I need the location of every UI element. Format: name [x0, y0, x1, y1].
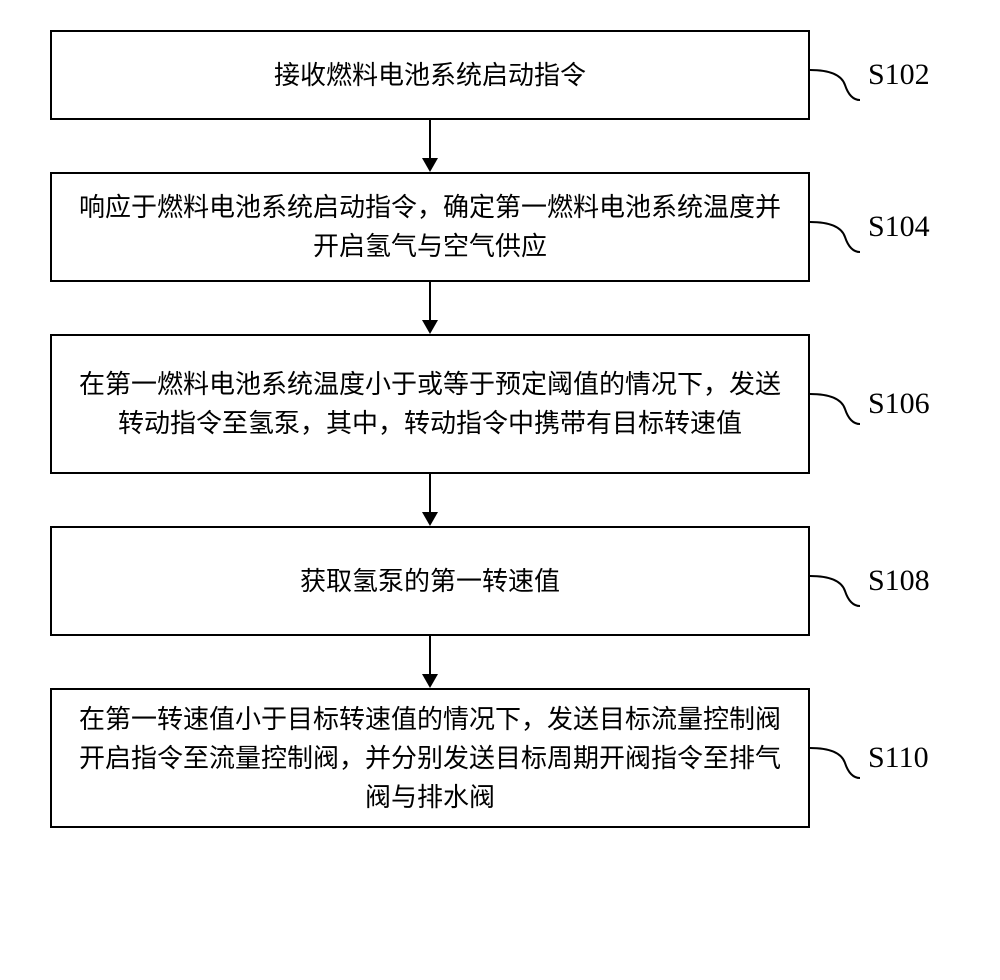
- curve-svg-3: [810, 334, 860, 474]
- step-text-5: 在第一转速值小于目标转速值的情况下，发送目标流量控制阀开启指令至流量控制阀，并分…: [72, 700, 788, 817]
- step-label-3: S106: [868, 387, 930, 421]
- arrow-3: [50, 474, 810, 526]
- step-row-3: 在第一燃料电池系统温度小于或等于预定阈值的情况下，发送转动指令至氢泵，其中，转动…: [50, 334, 950, 474]
- arrow-2: [50, 282, 810, 334]
- arrow-svg-1: [418, 120, 442, 172]
- step-row-2: 响应于燃料电池系统启动指令，确定第一燃料电池系统温度并开启氢气与空气供应 S10…: [50, 172, 950, 282]
- step-box-3: 在第一燃料电池系统温度小于或等于预定阈值的情况下，发送转动指令至氢泵，其中，转动…: [50, 334, 810, 474]
- step-text-4: 获取氢泵的第一转速值: [300, 562, 560, 601]
- connector-4: S108: [810, 526, 950, 636]
- step-text-2: 响应于燃料电池系统启动指令，确定第一燃料电池系统温度并开启氢气与空气供应: [72, 188, 788, 266]
- step-label-4: S108: [868, 564, 930, 598]
- step-box-1: 接收燃料电池系统启动指令: [50, 30, 810, 120]
- connector-3: S106: [810, 334, 950, 474]
- step-row-5: 在第一转速值小于目标转速值的情况下，发送目标流量控制阀开启指令至流量控制阀，并分…: [50, 688, 950, 828]
- arrow-4: [50, 636, 810, 688]
- curve-svg-5: [810, 688, 860, 828]
- step-label-2: S104: [868, 210, 930, 244]
- step-label-5: S110: [868, 741, 929, 775]
- step-box-2: 响应于燃料电池系统启动指令，确定第一燃料电池系统温度并开启氢气与空气供应: [50, 172, 810, 282]
- arrow-1: [50, 120, 810, 172]
- step-row-4: 获取氢泵的第一转速值 S108: [50, 526, 950, 636]
- connector-5: S110: [810, 688, 950, 828]
- step-box-5: 在第一转速值小于目标转速值的情况下，发送目标流量控制阀开启指令至流量控制阀，并分…: [50, 688, 810, 828]
- connector-2: S104: [810, 172, 950, 282]
- step-label-1: S102: [868, 58, 930, 92]
- connector-1: S102: [810, 30, 950, 120]
- step-box-4: 获取氢泵的第一转速值: [50, 526, 810, 636]
- step-text-3: 在第一燃料电池系统温度小于或等于预定阈值的情况下，发送转动指令至氢泵，其中，转动…: [72, 365, 788, 443]
- flowchart-container: 接收燃料电池系统启动指令 S102 响应于燃料电池系统启动指令，确定第一燃料电池…: [50, 30, 950, 828]
- curve-svg-2: [810, 172, 860, 282]
- curve-svg-4: [810, 526, 860, 636]
- step-text-1: 接收燃料电池系统启动指令: [274, 56, 586, 95]
- arrow-svg-2: [418, 282, 442, 334]
- curve-svg-1: [810, 30, 860, 120]
- arrow-svg-4: [418, 636, 442, 688]
- arrow-svg-3: [418, 474, 442, 526]
- step-row-1: 接收燃料电池系统启动指令 S102: [50, 30, 950, 120]
